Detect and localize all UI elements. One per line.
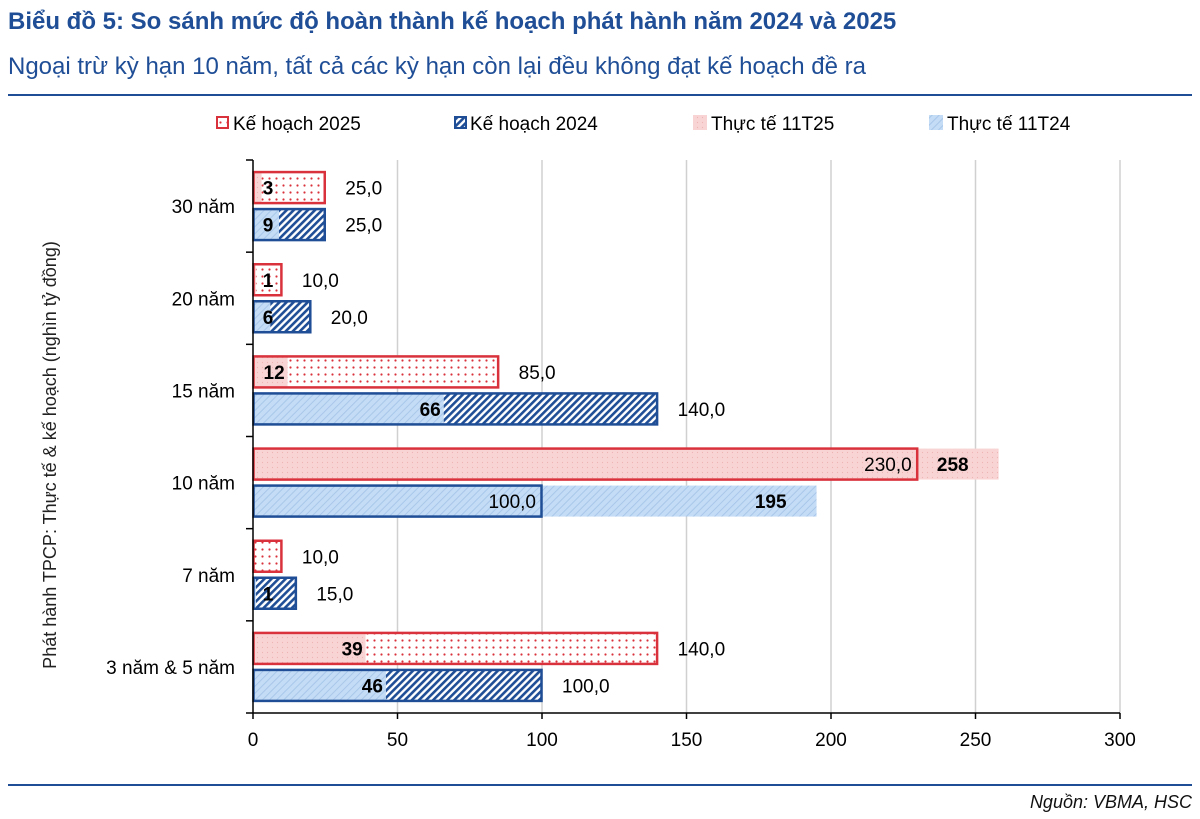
value-label-plan-2025-cat-5: 140,0 [678,639,726,660]
legend-label-actual-11t24: Thực tế 11T24 [947,114,1071,135]
chart-title: Biểu đồ 5: So sánh mức độ hoàn thành kế … [8,8,897,35]
legend-item-plan-2024: Kế hoạch 2024 [454,114,598,135]
value-label-plan-2024-cat-0: 25,0 [345,216,382,237]
y-axis-title: Phát hành TPCP: Thực tế & kế hoạch (nghì… [40,241,60,669]
legend-item-plan-2025: Kế hoạch 2025 [216,114,361,135]
category-label-cat-2: 15 năm [172,381,235,402]
value-label-actual-11t24-cat-0: 9 [263,216,274,237]
bar-actual-11t25-cat-2 [253,356,288,388]
chart: Kế hoạch 2025 Kế hoạch 2024 Thực tế 11T2… [40,114,1136,751]
value-label-actual-11t25-cat-3: 258 [937,455,969,476]
x-tick-label-50: 50 [387,730,408,751]
legend-swatch-actual-11t25 [693,115,707,130]
category-label-cat-5: 3 năm & 5 năm [106,658,235,679]
footer-divider [8,784,1192,786]
x-tick-label-200: 200 [815,730,847,751]
category-label-cat-0: 30 năm [172,197,235,218]
bar-actual-11t25-cat-3 [253,448,999,480]
value-label-actual-11t24-cat-5: 46 [362,676,383,697]
bar-actual-11t25-cat-0 [253,172,262,204]
legend-item-actual-11t25: Thực tế 11T25 [693,114,834,135]
source-note: Nguồn: VBMA, HSC [1029,792,1192,812]
category-label-cat-3: 10 năm [172,474,235,495]
bar-plan-2024-cat-2 [443,393,658,425]
value-label-actual-11t25-cat-2: 12 [264,363,285,384]
legend-swatch-plan-2025 [216,116,229,129]
bar-plan-2024-cat-5 [385,669,542,701]
grid-lines [396,160,1121,713]
bar-plan-2025-cat-2 [287,356,499,388]
legend-label-plan-2024: Kế hoạch 2024 [470,114,598,135]
value-label-actual-11t24-cat-3: 195 [755,492,787,513]
chart-legend: Kế hoạch 2025 Kế hoạch 2024 Thực tế 11T2… [216,114,1071,135]
bar-plan-2024-cat-1 [270,301,311,333]
bar-plan-2024-cat-0 [279,209,326,241]
value-label-plan-2024-cat-1: 20,0 [331,308,368,329]
value-label-plan-2024-cat-3: 100,0 [488,492,536,513]
x-tick-label-250: 250 [960,730,992,751]
value-label-plan-2025-cat-0: 25,0 [345,179,382,200]
x-tick-label-0: 0 [248,730,259,751]
value-label-actual-11t24-cat-1: 6 [263,308,274,329]
x-tick-label-150: 150 [671,730,703,751]
chart-subtitle: Ngoại trừ kỳ hạn 10 năm, tất cả các kỳ h… [8,53,866,80]
value-label-actual-11t25-cat-0: 3 [263,179,274,200]
category-label-cat-4: 7 năm [182,566,235,587]
category-label-cat-1: 20 năm [172,289,235,310]
legend-swatch-plan-2024 [454,116,467,129]
bar-actual-11t24-cat-3 [253,485,817,517]
value-label-plan-2025-cat-3: 230,0 [864,455,912,476]
legend-label-plan-2025: Kế hoạch 2025 [233,114,361,135]
bar-actual-11t24-cat-5 [253,669,386,701]
bar-plan-2025-cat-4 [253,540,282,572]
axes: 0 50 100 150 200 250 300 30 năm 20 năm 15 năm 10 n… [106,159,1136,751]
bar-actual-11t24-cat-0 [253,209,280,241]
legend-item-actual-11t24: Thực tế 11T24 [929,114,1071,135]
bar-plan-2025-cat-0 [261,172,326,204]
bar-actual-11t24-cat-2 [253,393,444,425]
value-label-actual-11t24-cat-2: 66 [420,400,441,421]
value-label-plan-2024-cat-2: 140,0 [678,400,726,421]
bar-plan-2025-cat-5 [365,632,658,664]
value-label-actual-11t24-cat-4: 1 [263,584,274,605]
value-label-plan-2025-cat-2: 85,0 [519,363,556,384]
bar-plan-2025-cat-1 [255,264,282,296]
bars [252,170,999,703]
bar-plan-2024-cat-4 [255,577,297,609]
legend-swatch-actual-11t24 [929,115,943,130]
legend-label-actual-11t25: Thực tế 11T25 [711,114,834,135]
value-label-plan-2024-cat-5: 100,0 [562,676,610,697]
value-label-actual-11t25-cat-1: 1 [263,271,274,292]
x-tick-label-300: 300 [1104,730,1136,751]
value-label-plan-2025-cat-4: 10,0 [302,547,339,568]
data-labels: 25,0 3 25,0 9 10,0 1 20,0 6 85,0 12 140,0 66 230,0 25… [263,179,969,698]
value-label-plan-2025-cat-1: 10,0 [302,271,339,292]
x-tick-label-100: 100 [526,730,558,751]
bar-actual-11t25-cat-5 [253,632,366,664]
bar-actual-11t24-cat-1 [253,301,271,333]
header-divider [8,94,1192,96]
value-label-plan-2024-cat-4: 15,0 [316,584,353,605]
value-label-actual-11t25-cat-5: 39 [342,639,363,660]
